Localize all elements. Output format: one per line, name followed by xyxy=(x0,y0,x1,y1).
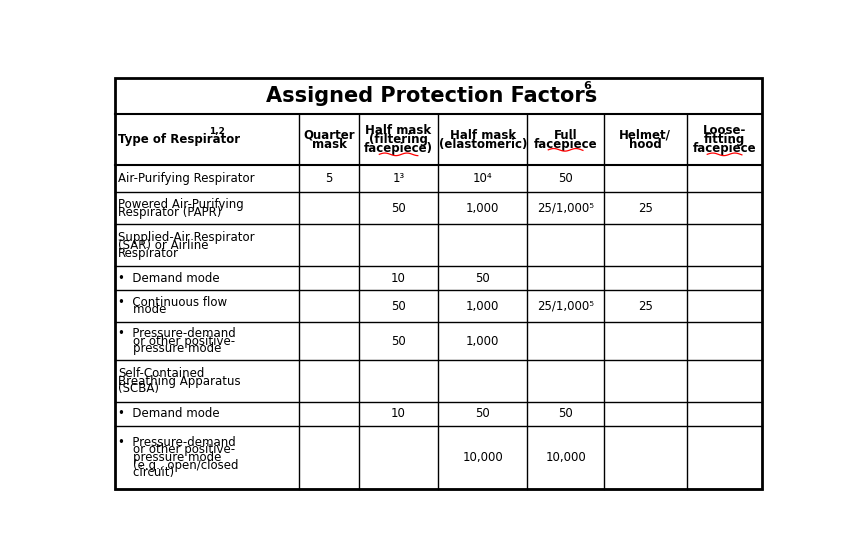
Text: Supplied-Air Respirator: Supplied-Air Respirator xyxy=(118,231,255,244)
Text: •  Continuous flow: • Continuous flow xyxy=(118,296,228,309)
Text: pressure mode: pressure mode xyxy=(118,451,222,464)
Text: 1,000: 1,000 xyxy=(466,335,499,348)
Text: 50: 50 xyxy=(558,172,573,185)
Text: 1³: 1³ xyxy=(392,172,405,185)
Text: 25: 25 xyxy=(638,202,652,214)
Text: Respirator (PAPR): Respirator (PAPR) xyxy=(118,206,222,218)
Text: Respirator: Respirator xyxy=(118,247,179,260)
Text: Helmet/: Helmet/ xyxy=(619,129,671,141)
Text: Half mask: Half mask xyxy=(449,129,516,141)
Text: facepiece): facepiece) xyxy=(364,142,433,155)
Text: or other positive-: or other positive- xyxy=(118,443,235,456)
Text: (filtering: (filtering xyxy=(369,133,428,146)
Text: pressure mode: pressure mode xyxy=(118,343,222,355)
Text: •  Demand mode: • Demand mode xyxy=(118,407,220,421)
Text: (elastomeric): (elastomeric) xyxy=(438,138,527,151)
Text: Quarter: Quarter xyxy=(304,129,355,141)
Text: fitting: fitting xyxy=(704,133,746,146)
Text: mask: mask xyxy=(312,138,347,151)
Text: •  Demand mode: • Demand mode xyxy=(118,272,220,285)
Text: (e.g., open/closed: (e.g., open/closed xyxy=(118,459,239,472)
Text: 50: 50 xyxy=(391,335,406,348)
Text: 1,000: 1,000 xyxy=(466,300,499,312)
Text: •  Pressure-demand: • Pressure-demand xyxy=(118,327,236,340)
Text: Assigned Protection Factors: Assigned Protection Factors xyxy=(266,86,597,106)
Text: or other positive-: or other positive- xyxy=(118,335,235,348)
Text: 6: 6 xyxy=(583,81,591,91)
Text: 10: 10 xyxy=(391,407,406,421)
Text: 50: 50 xyxy=(475,407,490,421)
Text: 25: 25 xyxy=(638,300,652,312)
Text: 1,2: 1,2 xyxy=(209,127,225,136)
Text: •  Pressure-demand: • Pressure-demand xyxy=(118,436,236,448)
Text: 1,000: 1,000 xyxy=(466,202,499,214)
Text: Self-Contained: Self-Contained xyxy=(118,367,205,380)
Text: 50: 50 xyxy=(391,300,406,312)
Text: mode: mode xyxy=(118,304,167,316)
Text: facepiece: facepiece xyxy=(693,142,757,155)
Text: Air-Purifying Respirator: Air-Purifying Respirator xyxy=(118,172,255,185)
Text: Type of Respirator: Type of Respirator xyxy=(118,133,241,146)
Text: 50: 50 xyxy=(391,202,406,214)
Text: Powered Air-Purifying: Powered Air-Purifying xyxy=(118,198,244,211)
Text: 50: 50 xyxy=(475,272,490,285)
Text: Breathing Apparatus: Breathing Apparatus xyxy=(118,374,241,388)
Text: (SAR) or Airline: (SAR) or Airline xyxy=(118,239,209,252)
Text: 10,000: 10,000 xyxy=(462,451,503,464)
Text: Loose-: Loose- xyxy=(703,124,746,137)
Text: 25/1,000⁵: 25/1,000⁵ xyxy=(537,202,594,214)
Text: circuit): circuit) xyxy=(118,466,175,480)
Text: (SCBA): (SCBA) xyxy=(118,382,159,395)
Text: 10⁴: 10⁴ xyxy=(473,172,492,185)
Text: 25/1,000⁵: 25/1,000⁵ xyxy=(537,300,594,312)
Text: 10: 10 xyxy=(391,272,406,285)
Text: 50: 50 xyxy=(558,407,573,421)
Text: 5: 5 xyxy=(325,172,333,185)
Text: Half mask: Half mask xyxy=(366,124,431,137)
Text: hood: hood xyxy=(629,138,662,151)
Text: facepiece: facepiece xyxy=(534,138,597,151)
Text: Full: Full xyxy=(554,129,578,141)
Text: 10,000: 10,000 xyxy=(545,451,586,464)
